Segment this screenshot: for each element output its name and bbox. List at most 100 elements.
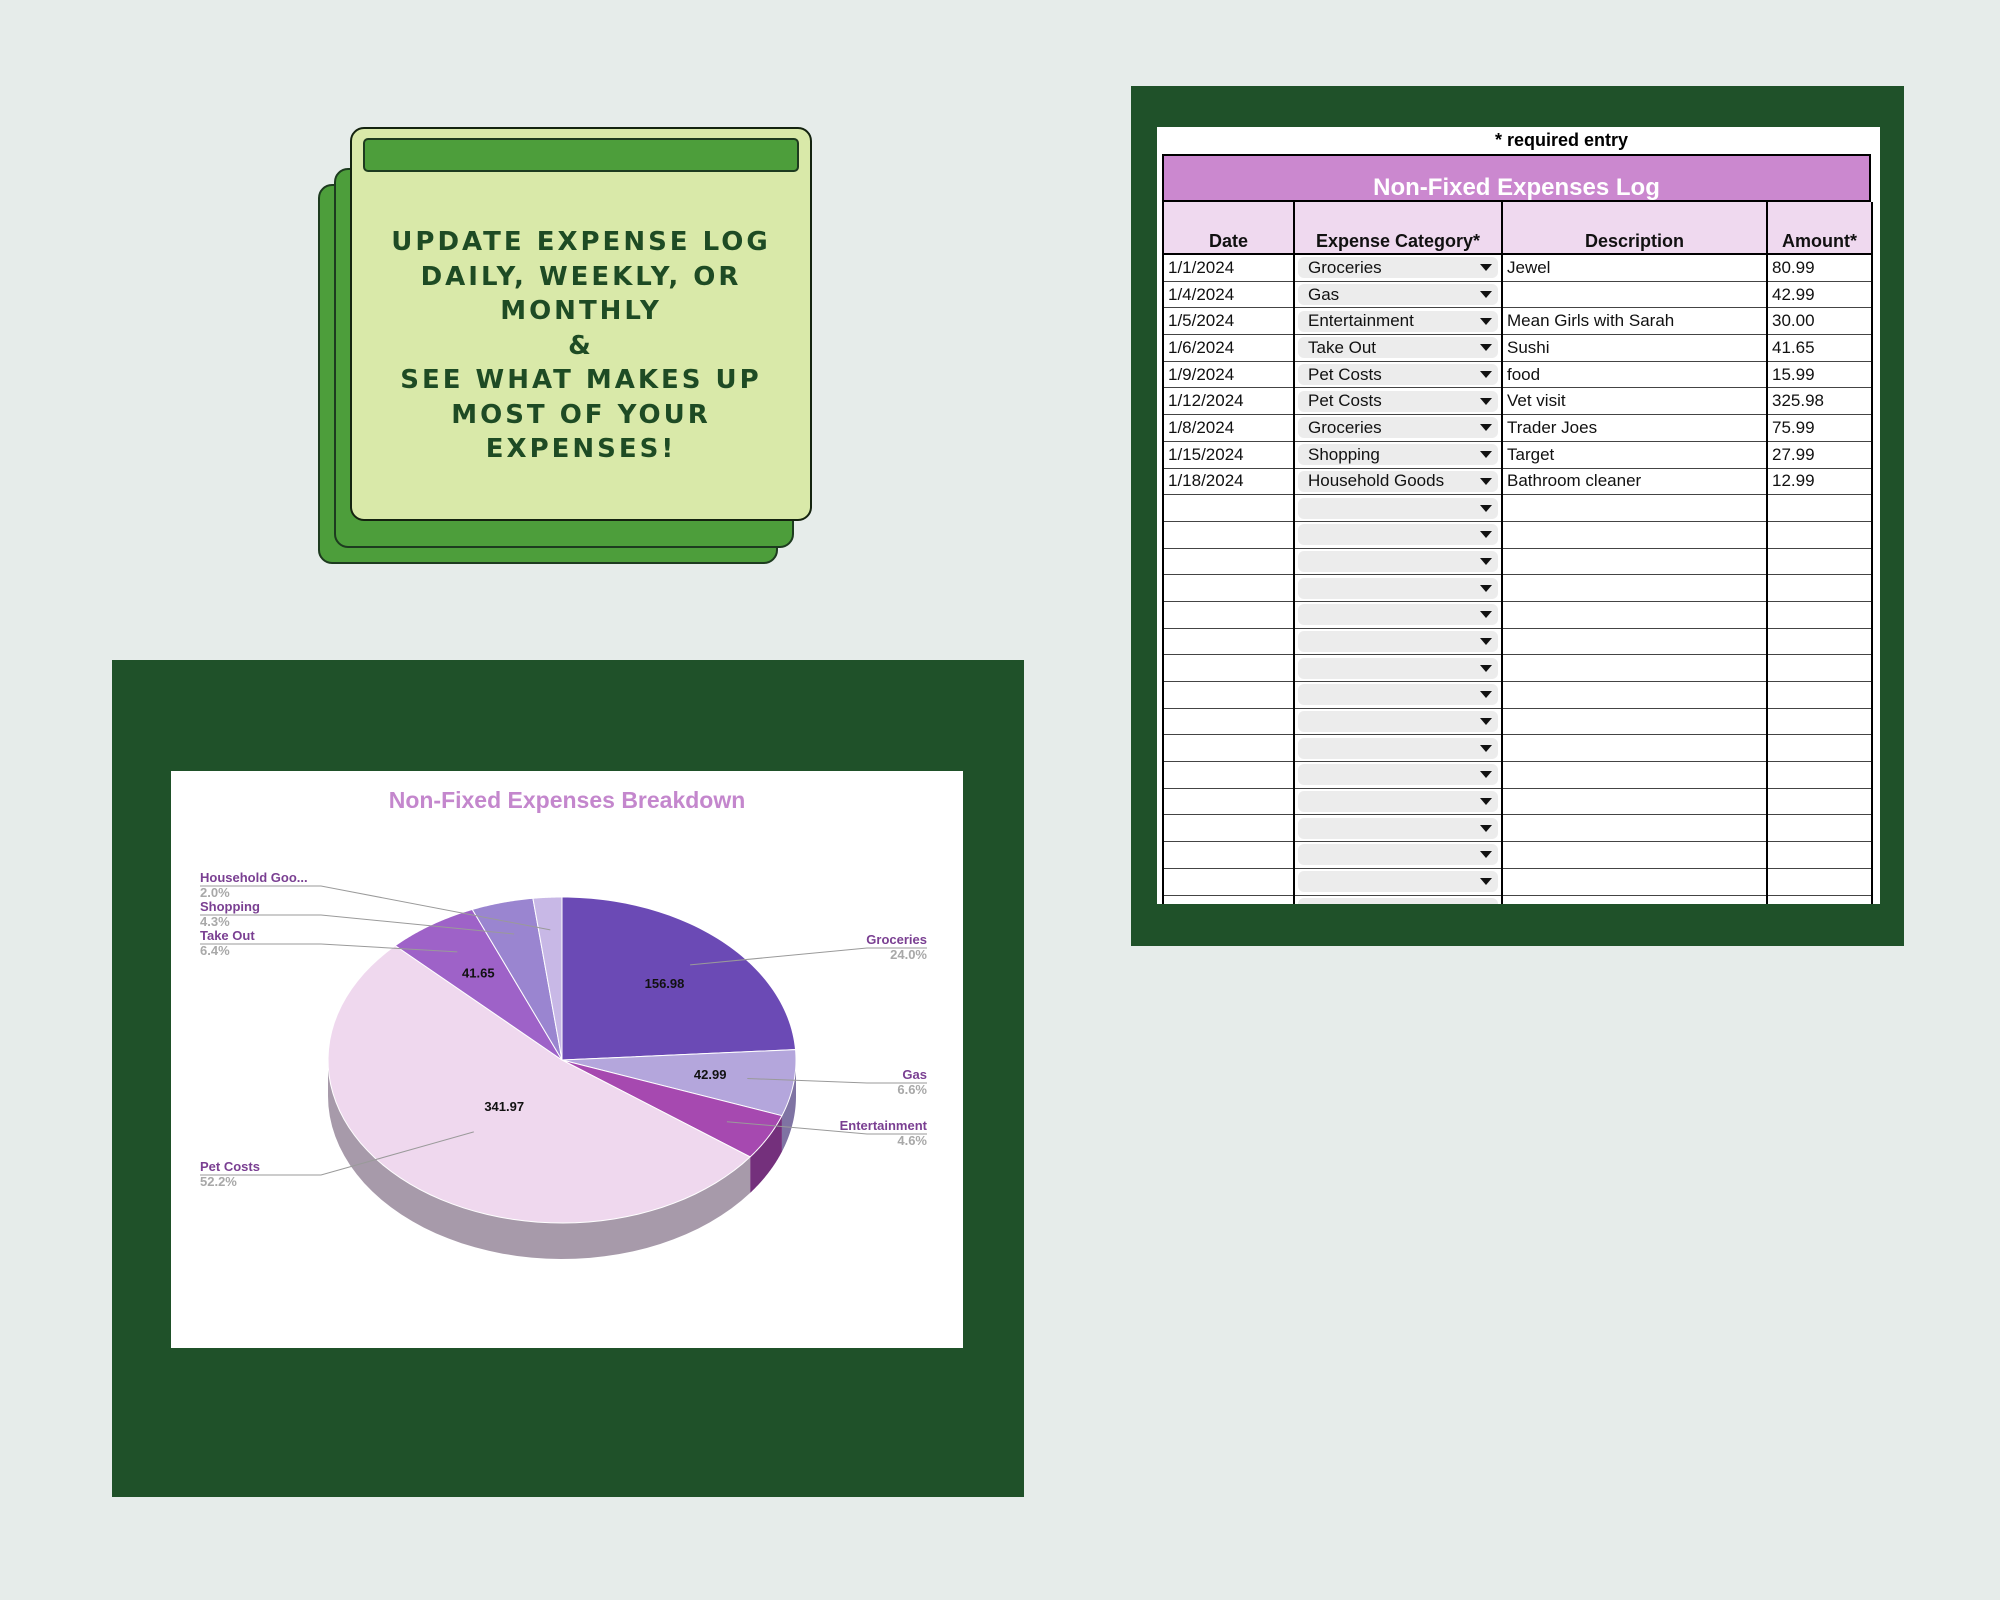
amount-cell[interactable]: [1766, 654, 1873, 682]
dropdown-arrow-icon[interactable]: [1480, 371, 1492, 379]
category-dropdown[interactable]: [1298, 550, 1498, 572]
amount-cell[interactable]: 75.99: [1766, 414, 1873, 442]
amount-cell[interactable]: [1766, 600, 1873, 629]
amount-cell[interactable]: [1766, 627, 1873, 656]
dropdown-arrow-icon[interactable]: [1480, 397, 1492, 405]
dropdown-arrow-icon[interactable]: [1480, 451, 1492, 459]
description-cell[interactable]: Vet visit: [1501, 387, 1768, 416]
description-cell[interactable]: Jewel: [1501, 253, 1768, 282]
date-cell[interactable]: [1162, 627, 1295, 656]
description-cell[interactable]: [1501, 627, 1768, 656]
date-cell[interactable]: 1/4/2024: [1162, 280, 1295, 309]
description-cell[interactable]: [1501, 654, 1768, 682]
pie-slice[interactable]: [561, 1059, 783, 1158]
category-cell[interactable]: [1293, 761, 1503, 789]
dropdown-arrow-icon[interactable]: [1480, 878, 1492, 886]
amount-cell[interactable]: [1766, 520, 1873, 549]
date-cell[interactable]: 1/6/2024: [1162, 334, 1295, 362]
dropdown-arrow-icon[interactable]: [1480, 637, 1492, 645]
dropdown-arrow-icon[interactable]: [1480, 824, 1492, 832]
category-dropdown[interactable]: [1298, 737, 1498, 759]
category-dropdown[interactable]: Entertainment: [1298, 310, 1498, 332]
category-dropdown[interactable]: [1298, 630, 1498, 652]
date-cell[interactable]: 1/5/2024: [1162, 307, 1295, 336]
pie-slice[interactable]: [394, 908, 563, 1061]
date-cell[interactable]: 1/12/2024: [1162, 387, 1295, 416]
category-dropdown[interactable]: Shopping: [1298, 444, 1498, 466]
category-dropdown[interactable]: Take Out: [1298, 337, 1498, 359]
date-cell[interactable]: [1162, 494, 1295, 522]
category-cell[interactable]: [1293, 814, 1503, 843]
amount-cell[interactable]: [1766, 841, 1873, 869]
description-cell[interactable]: [1501, 761, 1768, 789]
date-cell[interactable]: [1162, 574, 1295, 602]
description-cell[interactable]: [1501, 814, 1768, 843]
description-cell[interactable]: Mean Girls with Sarah: [1501, 307, 1768, 336]
amount-cell[interactable]: [1766, 867, 1873, 896]
description-cell[interactable]: Bathroom cleaner: [1501, 467, 1768, 496]
category-cell[interactable]: [1293, 574, 1503, 602]
amount-cell[interactable]: [1766, 494, 1873, 522]
category-cell[interactable]: [1293, 841, 1503, 869]
date-cell[interactable]: [1162, 867, 1295, 896]
amount-cell[interactable]: 15.99: [1766, 360, 1873, 389]
category-cell[interactable]: Gas: [1293, 280, 1503, 309]
dropdown-arrow-icon[interactable]: [1480, 691, 1492, 699]
category-dropdown[interactable]: [1298, 711, 1498, 733]
dropdown-arrow-icon[interactable]: [1480, 798, 1492, 806]
amount-cell[interactable]: [1766, 734, 1873, 763]
description-cell[interactable]: [1501, 681, 1768, 709]
description-cell[interactable]: Trader Joes: [1501, 414, 1768, 442]
category-cell[interactable]: [1293, 894, 1503, 904]
amount-cell[interactable]: 30.00: [1766, 307, 1873, 336]
category-cell[interactable]: Groceries: [1293, 414, 1503, 442]
category-cell[interactable]: [1293, 867, 1503, 896]
date-cell[interactable]: [1162, 787, 1295, 816]
description-cell[interactable]: [1501, 494, 1768, 522]
dropdown-arrow-icon[interactable]: [1480, 344, 1492, 352]
dropdown-arrow-icon[interactable]: [1480, 477, 1492, 485]
description-cell[interactable]: [1501, 600, 1768, 629]
amount-cell[interactable]: [1766, 894, 1873, 904]
date-cell[interactable]: [1162, 654, 1295, 682]
description-cell[interactable]: [1501, 867, 1768, 896]
dropdown-arrow-icon[interactable]: [1480, 264, 1492, 272]
category-dropdown[interactable]: Household Goods: [1298, 470, 1498, 492]
category-cell[interactable]: [1293, 707, 1503, 736]
description-cell[interactable]: [1501, 707, 1768, 736]
category-dropdown[interactable]: [1298, 871, 1498, 893]
category-dropdown[interactable]: Groceries: [1298, 417, 1498, 439]
category-dropdown[interactable]: [1298, 791, 1498, 813]
date-cell[interactable]: [1162, 600, 1295, 629]
amount-cell[interactable]: [1766, 787, 1873, 816]
description-cell[interactable]: Target: [1501, 440, 1768, 469]
amount-cell[interactable]: [1766, 574, 1873, 602]
category-dropdown[interactable]: [1298, 657, 1498, 679]
amount-cell[interactable]: [1766, 761, 1873, 789]
amount-cell[interactable]: [1766, 547, 1873, 576]
pie-chart[interactable]: 156.98 42.99 341.97 41.65 Groceries 24.0% Gas 6…: [171, 771, 963, 1348]
date-cell[interactable]: [1162, 894, 1295, 904]
category-cell[interactable]: Shopping: [1293, 440, 1503, 469]
amount-cell[interactable]: [1766, 814, 1873, 843]
description-cell[interactable]: [1501, 280, 1768, 309]
category-dropdown[interactable]: [1298, 524, 1498, 546]
description-cell[interactable]: Sushi: [1501, 334, 1768, 362]
category-cell[interactable]: [1293, 654, 1503, 682]
dropdown-arrow-icon[interactable]: [1480, 771, 1492, 779]
pie-slice[interactable]: [532, 896, 563, 1061]
category-cell[interactable]: Entertainment: [1293, 307, 1503, 336]
category-dropdown[interactable]: Gas: [1298, 284, 1498, 306]
amount-cell[interactable]: [1766, 681, 1873, 709]
pie-slice[interactable]: [561, 1049, 797, 1117]
description-cell[interactable]: [1501, 734, 1768, 763]
category-cell[interactable]: [1293, 734, 1503, 763]
dropdown-arrow-icon[interactable]: [1480, 851, 1492, 859]
category-cell[interactable]: [1293, 627, 1503, 656]
category-cell[interactable]: [1293, 494, 1503, 522]
dropdown-arrow-icon[interactable]: [1480, 718, 1492, 726]
description-cell[interactable]: [1501, 547, 1768, 576]
category-cell[interactable]: Groceries: [1293, 253, 1503, 282]
date-cell[interactable]: [1162, 707, 1295, 736]
category-cell[interactable]: [1293, 681, 1503, 709]
